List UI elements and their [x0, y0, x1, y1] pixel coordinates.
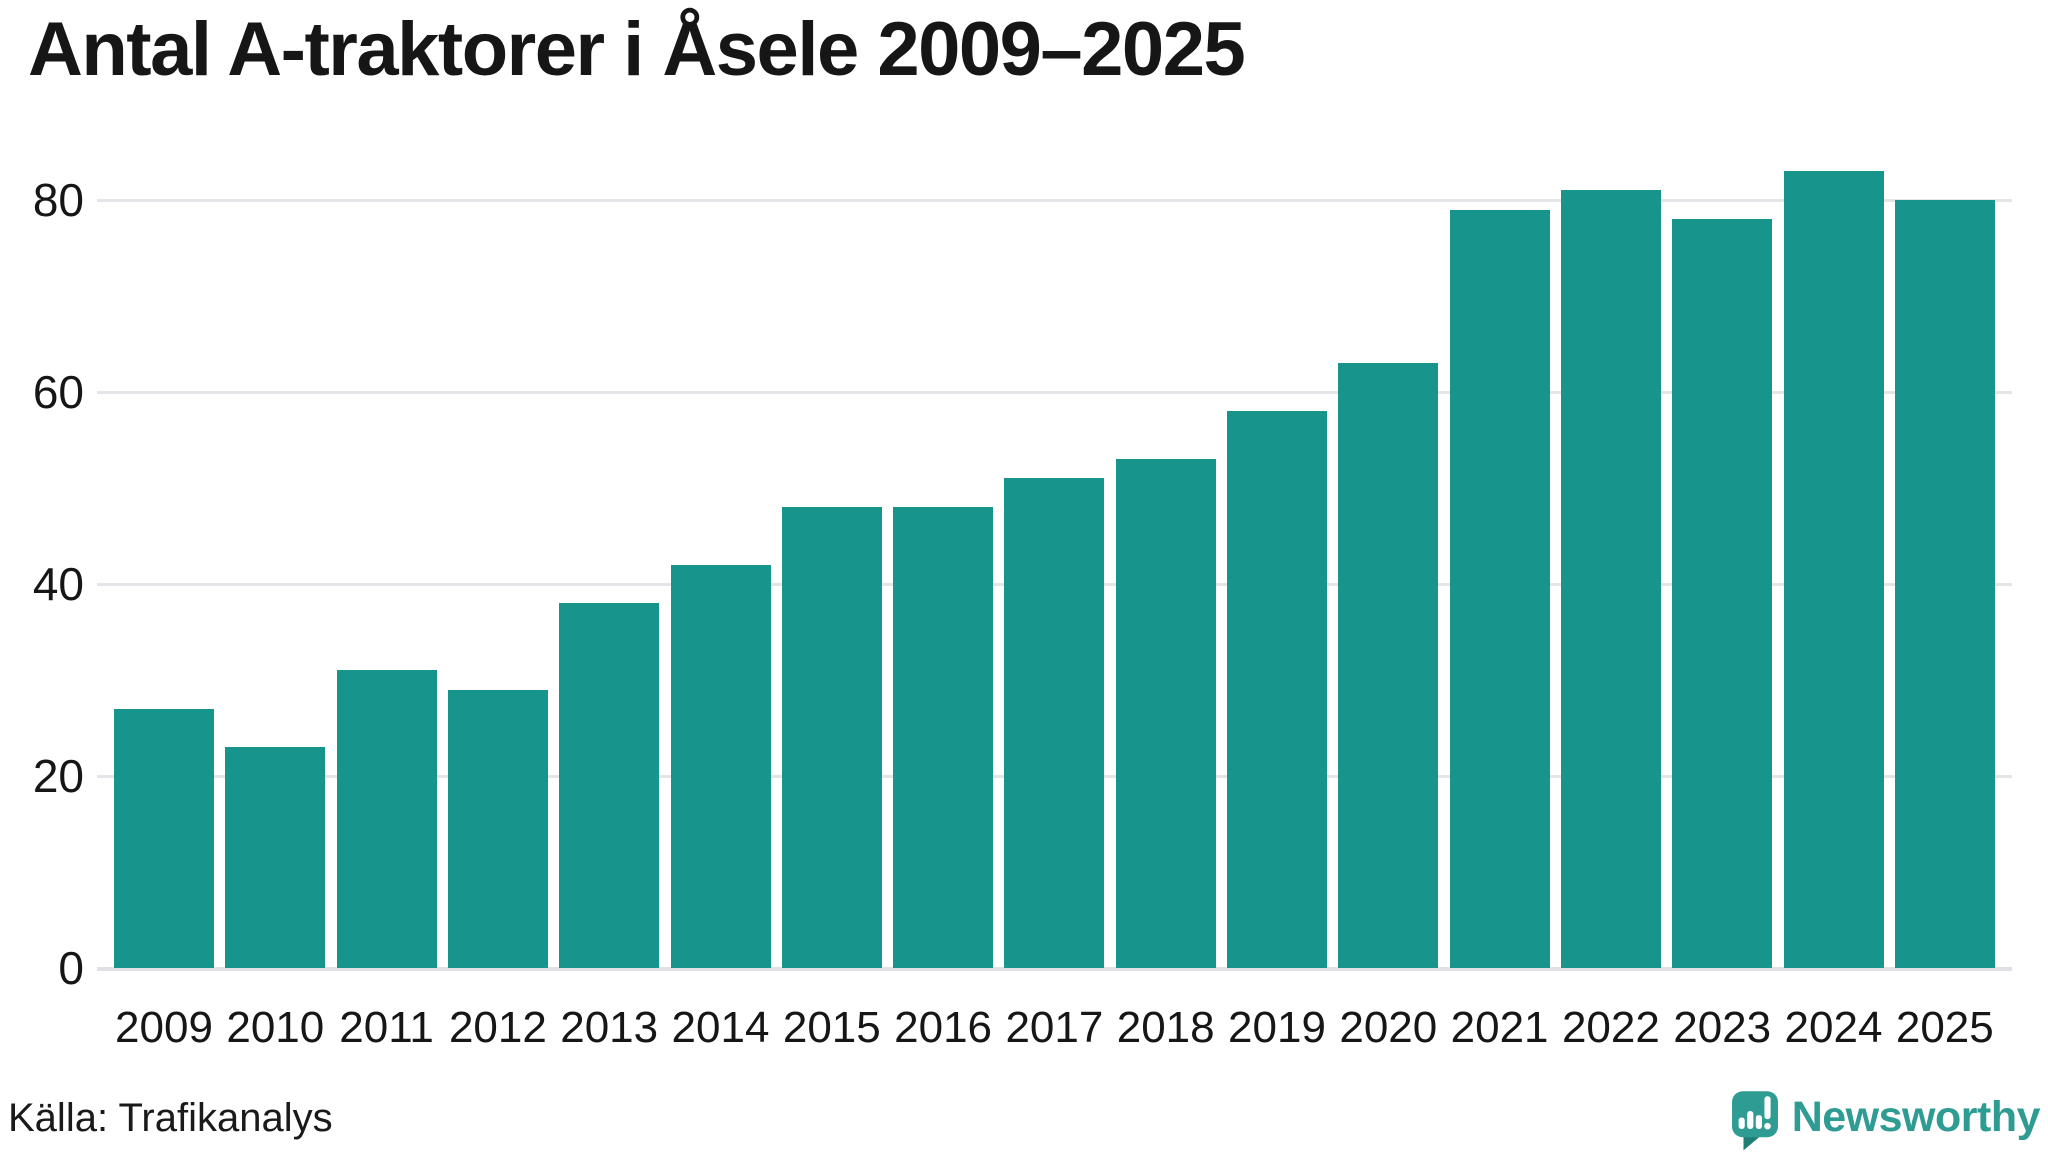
x-tick-label-2010: 2010	[226, 1003, 325, 1052]
newsworthy-logo: Newsworthy	[1730, 1085, 2041, 1155]
bar-2025	[1894, 200, 1995, 968]
bar-2020	[1338, 363, 1439, 968]
x-tick-label-2011: 2011	[339, 1003, 434, 1052]
x-tick-label-2024: 2024	[1784, 1003, 1883, 1052]
x-tick-label-2012: 2012	[448, 1003, 547, 1052]
bar-2013	[559, 603, 660, 968]
newsworthy-wordmark: Newsworthy	[1791, 1093, 2041, 1141]
bar-2017	[1004, 478, 1105, 968]
x-tick-label-2016: 2016	[894, 1003, 993, 1052]
bar-2023	[1672, 219, 1773, 968]
x-tick-label-2019: 2019	[1228, 1003, 1326, 1052]
x-tick-label-2022: 2022	[1561, 1003, 1660, 1052]
x-tick-label-2017: 2017	[1005, 1003, 1104, 1052]
x-tick-label-2023: 2023	[1673, 1003, 1772, 1052]
newsworthy-speech-bubble-barchart-icon	[1731, 1091, 1778, 1151]
chart-title: Antal A-traktorer i Åsele 2009–2025	[28, 7, 1246, 92]
x-tick-label-2015: 2015	[782, 1003, 881, 1052]
y-tick-label-60: 60	[32, 366, 84, 418]
bar-2012	[447, 689, 548, 968]
x-tick-label-2021: 2021	[1450, 1003, 1549, 1052]
bar-2010	[225, 747, 326, 968]
bar-2019	[1227, 411, 1327, 968]
y-tick-label-80: 80	[32, 174, 84, 226]
bar-2016	[893, 507, 994, 968]
bar-2018	[1115, 459, 1216, 968]
bar-2022	[1560, 190, 1661, 968]
bar-2021	[1449, 209, 1550, 968]
bar-2009	[114, 708, 214, 968]
bar-2011	[336, 670, 437, 968]
bar-2015	[781, 507, 882, 968]
y-gridline-80	[97, 199, 2012, 202]
x-tick-label-2025: 2025	[1895, 1003, 1994, 1052]
bar-2024	[1783, 171, 1884, 968]
x-tick-label-2013: 2013	[560, 1003, 659, 1052]
y-tick-label-0: 0	[58, 942, 84, 994]
x-tick-label-2020: 2020	[1339, 1003, 1438, 1052]
y-tick-label-40: 40	[32, 558, 84, 610]
x-tick-label-2009: 2009	[115, 1003, 213, 1052]
y-gridline-60	[97, 391, 2012, 394]
bar-2014	[670, 564, 771, 968]
x-tick-label-2014: 2014	[671, 1003, 770, 1052]
x-tick-label-2018: 2018	[1116, 1003, 1215, 1052]
y-tick-label-20: 20	[32, 750, 84, 802]
y-gridline-0	[97, 967, 2012, 971]
source-note: Källa: Trafikanalys	[8, 1096, 333, 1140]
